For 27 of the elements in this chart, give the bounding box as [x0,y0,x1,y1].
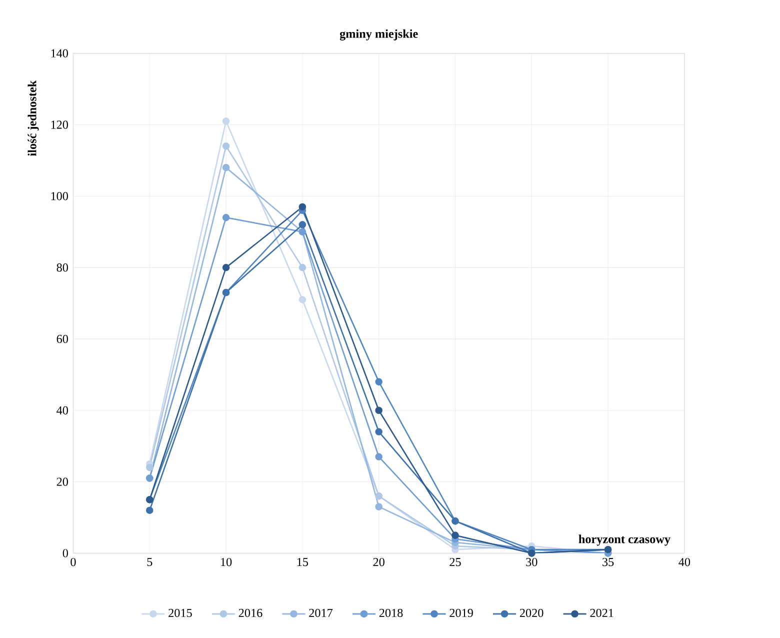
x-tick-label: 35 [602,558,614,566]
y-tick-label: 40 [56,406,68,414]
x-tick-label: 15 [297,558,308,566]
x-tick-label: 25 [450,558,461,566]
y-tick-label: 60 [56,334,68,344]
legend-label: 2020 [520,608,544,618]
y-tick-label: 100 [51,192,68,200]
chart-title: gminy miejskie [340,29,418,40]
x-tick-label: 5 [147,558,152,566]
x-tick-label: 40 [678,558,690,566]
y-axis-title: ilość jednostek [28,80,39,156]
y-tick-label: 80 [56,263,68,272]
y-tick-label: 140 [51,49,68,58]
legend-label: 2015 [168,608,192,618]
legend-label: 2019 [450,608,473,618]
legend-label: 2021 [590,608,614,618]
legend-label: 2017 [309,608,333,618]
legend-label: 2018 [379,608,403,618]
x-tick-label: 0 [70,558,76,566]
y-tick-label: 0 [62,549,68,558]
x-tick-label: 20 [373,558,384,566]
y-tick-label: 20 [56,478,68,486]
x-tick-label: 10 [221,558,232,566]
x-tick-label: 30 [526,558,538,566]
y-tick-label: 120 [51,120,68,129]
x-axis-title: horyzont czasowy [578,534,670,546]
legend-label: 2016 [238,608,262,618]
